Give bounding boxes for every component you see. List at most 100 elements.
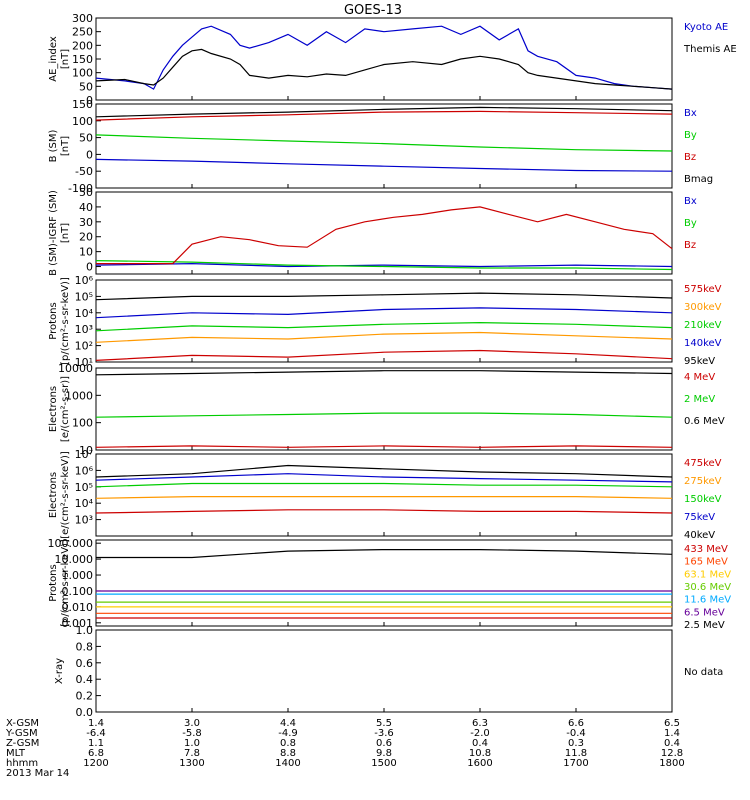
series-line-40kev [95, 464, 673, 478]
panel-frame [95, 367, 673, 451]
legend-entry: 11.6 MeV [684, 595, 731, 606]
footer-value: -4.9 [278, 728, 298, 739]
y-tick-label: 0 [86, 261, 93, 274]
legend-entry: 275keV [684, 476, 722, 487]
legend-entry: Bmag [684, 174, 713, 185]
footer-value: 1400 [275, 758, 300, 769]
y-tick-label: 0.2 [76, 690, 94, 703]
legend-entry: Themis AE [683, 44, 737, 55]
y-tick-label: 10⁴ [75, 497, 94, 510]
legend-entry: 0.6 MeV [684, 416, 725, 427]
y-tick-label: 0.0 [76, 706, 94, 719]
y-tick-label: 100.000 [48, 537, 94, 550]
y-axis-label: Electrons[e/(cm²-s-sr-keV)] [48, 451, 71, 539]
legend-entry: 300keV [684, 302, 722, 313]
panel-frame [95, 17, 673, 101]
y-tick-label: 0 [86, 94, 93, 107]
y-tick-label: 50 [79, 186, 93, 199]
y-tick-label: 10⁵ [75, 290, 93, 303]
y-tick-label: 10³ [75, 514, 93, 527]
panel-6: 100.000 10.000 1.000 0.100 0.010 0.001Protons… [48, 537, 732, 631]
y-tick-label: 1000 [65, 389, 93, 402]
footer-value: 0.4 [472, 738, 488, 749]
y-tick-label: 200 [72, 39, 93, 52]
footer-value: 9.8 [376, 748, 392, 759]
y-axis-label: X-ray [54, 658, 65, 684]
footer-value: 1.4 [664, 728, 680, 739]
footer-row-label: MLT [6, 748, 26, 759]
y-tick-label: 100 [72, 417, 93, 430]
footer-value: -5.8 [182, 728, 202, 739]
y-tick-label: 150 [72, 53, 93, 66]
series-line-bx [95, 262, 673, 268]
footer-row-label: 2013 Mar 14 [6, 768, 69, 779]
footer-value: 1300 [179, 758, 204, 769]
series-line-140kev [95, 307, 673, 319]
y-tick-label: 0.4 [76, 673, 94, 686]
series-line-75kev [95, 473, 673, 483]
footer-value: 1500 [371, 758, 396, 769]
footer-value: 1200 [83, 758, 108, 769]
series-line-bz [95, 110, 673, 121]
y-tick-label: 100 [72, 115, 93, 128]
series-line-by [95, 260, 673, 271]
no-data-note: No data [684, 667, 723, 678]
footer-value: 0.4 [664, 738, 680, 749]
y-tick-label: 10⁷ [75, 448, 93, 461]
legend-entry: Bx [684, 108, 697, 119]
footer-row-label: Z-GSM [6, 738, 39, 749]
y-axis-label: AE_index[nT] [48, 36, 71, 82]
legend-entry: 433 MeV [684, 544, 728, 555]
y-tick-label: 0.100 [62, 585, 94, 598]
footer-value: 0.3 [568, 738, 584, 749]
legend-entry: 63.1 MeV [684, 569, 731, 580]
series-line-0-6-mev [95, 370, 673, 376]
footer-value: 5.5 [376, 718, 392, 729]
panel-3: 10⁶ 10⁵ 10⁴ 10³ 10² 10¹ Protons[p/(cm²-s-sr-ke… [48, 274, 722, 369]
footer-value: 0.6 [376, 738, 392, 749]
y-tick-label: 1.000 [62, 569, 94, 582]
footer-value: -2.0 [470, 728, 490, 739]
footer-value: 6.6 [568, 718, 584, 729]
legend-entry: 75keV [684, 512, 715, 523]
series-line-2-5-mev [96, 548, 673, 559]
series-line-150kev [95, 482, 673, 488]
y-axis-label: B (SM)-IGRF (SM)[nT] [48, 190, 71, 276]
legend-entry: 140keV [684, 338, 722, 349]
legend-entry: By [684, 218, 697, 229]
series-line-themis-ae [95, 48, 673, 90]
footer-value: 10.8 [469, 748, 491, 759]
y-tick-label: 10⁴ [75, 307, 94, 320]
y-tick-label: 150 [72, 98, 93, 111]
y-axis-label: Protons[p/(cm²-s-sr-keV)] [48, 539, 71, 627]
series-line-210kev [95, 321, 673, 332]
footer-value: 1800 [659, 758, 684, 769]
series-line-275kev [95, 496, 673, 499]
series-line-bx [95, 158, 673, 172]
legend-entry: 2 MeV [684, 394, 715, 405]
footer-value: -6.4 [86, 728, 106, 739]
legend-entry: 30.6 MeV [684, 582, 731, 593]
panel-4: 10000 1000 100 10 Electrons[e/(cm²-s-sr)] 4 M… [48, 362, 725, 457]
panel-frame [95, 629, 673, 713]
footer-value: 1.4 [88, 718, 104, 729]
y-tick-label: 0 [86, 148, 93, 161]
y-tick-label: 10 [79, 246, 93, 259]
series-line-by [95, 134, 673, 152]
series-line-575kev [95, 349, 673, 361]
y-tick-label: -50 [75, 165, 93, 178]
y-tick-label: 0.8 [76, 640, 94, 653]
y-axis-label: Electrons[e/(cm²-s-sr)] [48, 376, 71, 442]
y-tick-label: 50 [79, 80, 93, 93]
footer-value: 1.0 [184, 738, 200, 749]
series-line-bmag [95, 106, 673, 118]
panel-frame [95, 453, 673, 537]
legend-entry: Bz [684, 152, 696, 163]
footer-value: -0.4 [566, 728, 586, 739]
legend-entry: 6.5 MeV [684, 607, 725, 618]
y-tick-label: 10¹ [75, 356, 93, 369]
legend-entry: Bx [684, 196, 697, 207]
series-line-300kev [95, 331, 673, 343]
footer-value: 6.8 [88, 748, 104, 759]
